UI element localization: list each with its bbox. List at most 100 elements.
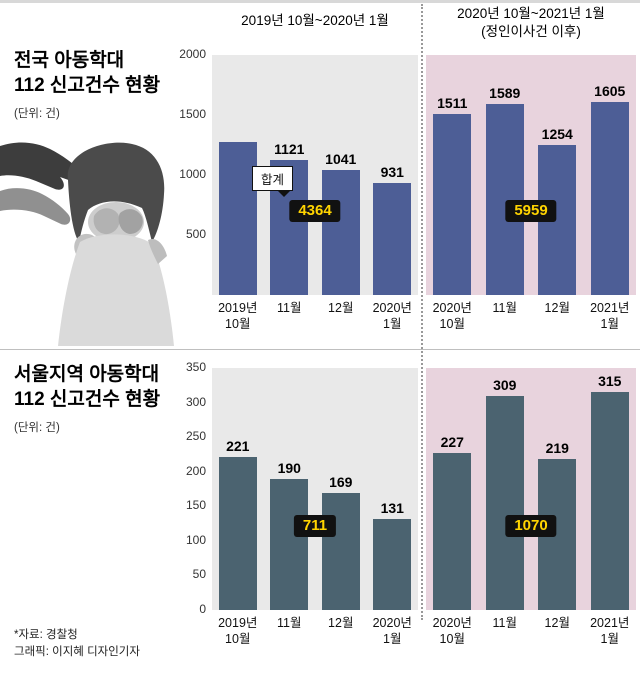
x-tick-line: 1월 [600, 317, 619, 332]
x-tick-line: 2020년 [432, 616, 472, 630]
source-note: *자료: 경찰청 [14, 629, 78, 641]
bar-value-label: 221 [226, 438, 250, 455]
y-tick-label: 2000 [179, 47, 206, 61]
x-tick-label: 11월 [264, 300, 316, 316]
x-tick-label: 11월 [479, 300, 532, 316]
total-badge: 1070 [505, 515, 557, 537]
section-divider-line [0, 349, 640, 350]
bar-slot: 221 [212, 368, 264, 610]
bar-value-label: 1605 [594, 83, 626, 100]
x-tick-label: 2020년 10월 [426, 300, 479, 333]
y-tick-label: 1500 [179, 107, 206, 121]
x-tick-label: 2021년 1월 [584, 300, 637, 333]
bar-value-label: 169 [329, 474, 353, 491]
bar-slot: 1041 [315, 55, 367, 295]
x-tick-line: 2021년 [590, 616, 630, 630]
bar-value-label: 131 [380, 500, 404, 517]
y-tick-label: 300 [185, 394, 206, 409]
bar [590, 392, 629, 610]
y-tick-label: 350 [185, 360, 206, 374]
x-tick-label: 2019년 10월 [212, 615, 264, 648]
y-tick-label: 250 [185, 429, 206, 444]
title-national: 전국 아동학대 112 신고건수 현황 (단위: 건) [14, 48, 160, 121]
bar [590, 102, 629, 295]
x-tick-line: 12월 [328, 301, 354, 315]
bar-value-label: 227 [440, 434, 464, 451]
bar [321, 493, 360, 610]
title-seoul-line1: 서울지역 아동학대 [14, 364, 160, 385]
period-header-right: 2020년 10월~2021년 1월 (정인이사건 이후) [426, 5, 636, 41]
x-tick-label: 2020년 10월 [426, 615, 479, 648]
x-tick-line: 10월 [439, 317, 465, 332]
bar-slot: 315 [584, 368, 637, 610]
bar [218, 142, 257, 295]
x-tick-label: 2019년 10월 [212, 300, 264, 333]
x-tick-label: 12월 [531, 300, 584, 316]
period-header-left: 2019년 10월~2020년 1월 [241, 13, 389, 28]
bar-slot: 219 [531, 368, 584, 610]
chart-panel: 1121 1041 931 4364 합계 [212, 55, 418, 295]
x-tick-label: 2020년 1월 [367, 615, 419, 648]
x-tick-label: 2020년 1월 [367, 300, 419, 333]
bar [485, 104, 524, 295]
bar-slot: 1254 [531, 55, 584, 295]
bar-slot: 169 [315, 368, 367, 610]
total-badge: 4364 [289, 200, 341, 222]
top-border-line [0, 0, 640, 3]
x-tick-line: 2019년 [218, 301, 258, 315]
x-tick-line: 2021년 [590, 301, 630, 315]
bar-slot: 131 [367, 368, 419, 610]
x-tick-line: 11월 [277, 616, 302, 630]
title-seoul: 서울지역 아동학대 112 신고건수 현황 (단위: 건) [14, 362, 160, 435]
x-tick-label: 12월 [531, 615, 584, 631]
x-tick-label: 12월 [315, 300, 367, 316]
unit-label-national: (단위: 건) [14, 108, 60, 121]
x-tick-label: 11월 [264, 615, 316, 631]
total-badge: 5959 [505, 200, 557, 222]
bar [433, 113, 472, 295]
total-callout: 합계 [252, 166, 294, 197]
period-divider-dotted-line [421, 4, 423, 620]
x-tick-line: 10월 [225, 632, 251, 647]
bar-value-label: 309 [493, 377, 517, 394]
bar-value-label: 219 [545, 439, 569, 456]
x-tick-line: 12월 [544, 301, 570, 315]
y-tick-label: 50 [192, 567, 206, 582]
bar-slot: 227 [426, 368, 479, 610]
crying-child-figure [58, 142, 174, 346]
x-tick-line: 1월 [383, 632, 402, 647]
title-national-line2: 112 신고건수 현황 [14, 75, 161, 97]
x-tick-line: 12월 [328, 616, 354, 630]
bar-value-label: 1589 [489, 85, 521, 102]
x-tick-label: 12월 [315, 615, 367, 631]
x-tick-line: 1월 [600, 632, 619, 647]
bar [218, 457, 257, 610]
bar-value-label: 190 [277, 459, 301, 476]
x-tick-line: 11월 [492, 616, 517, 630]
footer-notes: *자료: 경찰청 그래픽: 이지혜 디자인기자 [14, 627, 140, 662]
x-tick-line: 10월 [439, 632, 465, 647]
credit-note: 그래픽: 이지혜 디자인기자 [14, 646, 140, 659]
title-seoul-line2: 112 신고건수 현황 [14, 389, 161, 411]
bar [485, 396, 524, 610]
y-tick-label: 0 [199, 602, 206, 616]
bar-value-label: 1511 [437, 94, 468, 111]
x-tick-line: 12월 [544, 616, 570, 630]
bar-slot [212, 55, 264, 295]
y-tick-label: 500 [185, 227, 206, 241]
x-tick-line: 10월 [225, 317, 251, 332]
x-tick-line: 11월 [277, 301, 302, 315]
y-tick-label: 200 [185, 463, 206, 478]
bar-slot: 309 [479, 368, 532, 610]
chart-panel: 221 190 169 131 711 [212, 368, 418, 610]
bar-value-label: 1121 [274, 141, 305, 158]
bar [373, 519, 412, 610]
x-tick-line: 2020년 [432, 301, 472, 315]
total-badge: 711 [293, 515, 337, 537]
bar [270, 478, 309, 610]
x-tick-line: 2020년 [372, 301, 412, 315]
period-header-right-line2: (정인이사건 이후) [481, 24, 581, 40]
bar-value-label: 1041 [325, 151, 357, 168]
chart-panel: 1511 1589 1254 1605 5959 [426, 55, 636, 295]
bar-value-label: 931 [380, 164, 404, 181]
